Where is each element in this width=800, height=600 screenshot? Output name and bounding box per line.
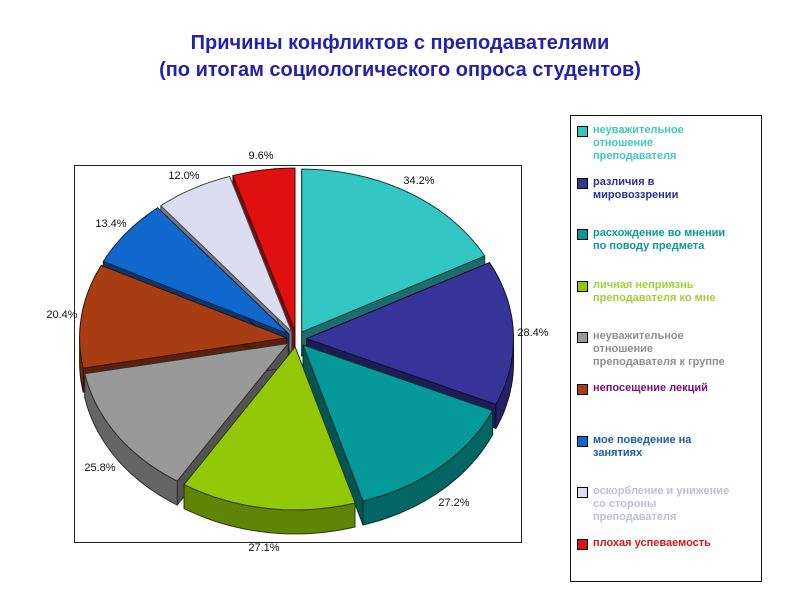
pct-label-4: 25.8% xyxy=(84,462,115,474)
legend-label-3: личная неприязнь преподавателя ко мне xyxy=(593,278,716,304)
legend-item-5: непосещение лекций xyxy=(577,382,761,434)
legend-label-6: мое поведение на занятиях xyxy=(593,433,692,459)
pct-label-0: 34.2% xyxy=(403,175,434,187)
legend-label-4: неуважительное отношение преподавателя к… xyxy=(593,330,725,369)
legend-label-1: различия в мировоззрении xyxy=(593,175,679,201)
legend-swatch-3 xyxy=(577,280,588,292)
pie-slice-5 xyxy=(79,264,288,369)
chart-title: Причины конфликтов с преподавателями (по… xyxy=(0,30,800,84)
pie-slice-4 xyxy=(84,343,289,482)
legend-label-8: плохая успеваемость xyxy=(593,536,711,549)
pct-label-1: 28.4% xyxy=(517,327,548,339)
pie-slice-group-3 xyxy=(183,346,356,535)
legend-label-0: неуважительное отношение преподавателя xyxy=(593,124,684,162)
pie-slice-2 xyxy=(302,344,494,502)
legend-swatch-2 xyxy=(577,229,588,241)
pct-label-7: 12.0% xyxy=(168,170,199,182)
legend-swatch-1 xyxy=(577,177,588,189)
legend-label-7: оскорбление и унижение со стороны препод… xyxy=(593,485,730,524)
legend-label-5: непосещение лекций xyxy=(593,381,708,394)
legend-item-0: неуважительное отношение преподавателя xyxy=(577,124,761,176)
legend-label-2: расхождение во мнении по поводу предмета xyxy=(593,227,726,253)
legend-swatch-5 xyxy=(577,383,588,395)
legend-item-2: расхождение во мнении по поводу предмета xyxy=(577,227,761,279)
pie-slice-3 xyxy=(183,346,356,511)
legend-item-1: различия в мировоззрении xyxy=(577,176,761,228)
legend: неуважительное отношение преподавателя ра… xyxy=(570,115,762,582)
legend-swatch-6 xyxy=(577,435,588,447)
pie-slice-6 xyxy=(102,207,290,335)
pie-slice-0 xyxy=(301,168,486,333)
legend-swatch-8 xyxy=(577,538,588,550)
chart-title-line2: (по итогам социологического опроса студе… xyxy=(159,59,641,81)
chart-title-line1: Причины конфликтов с преподавателями xyxy=(190,32,610,54)
pie-slice-8 xyxy=(232,167,296,332)
pie-slice-7 xyxy=(160,176,293,333)
pie-slice-1 xyxy=(306,262,514,405)
legend-item-6: мое поведение на занятиях xyxy=(577,434,761,486)
legend-item-8: плохая успеваемость xyxy=(577,537,761,589)
legend-swatch-4 xyxy=(577,332,588,344)
legend-item-4: неуважительное отношение преподавателя к… xyxy=(577,330,761,382)
pct-label-8: 9.6% xyxy=(248,150,273,162)
pie-slice-group-2 xyxy=(302,344,494,526)
pct-label-5: 20.4% xyxy=(46,309,77,321)
pct-label-6: 13.4% xyxy=(95,218,126,230)
legend-item-7: оскорбление и унижение со стороны препод… xyxy=(577,485,761,537)
legend-item-3: личная неприязнь преподавателя ко мне xyxy=(577,279,761,331)
legend-swatch-0 xyxy=(577,126,588,137)
legend-swatch-7 xyxy=(577,487,588,499)
pct-label-2: 27.2% xyxy=(438,497,469,509)
pct-label-3: 27.1% xyxy=(248,542,279,554)
